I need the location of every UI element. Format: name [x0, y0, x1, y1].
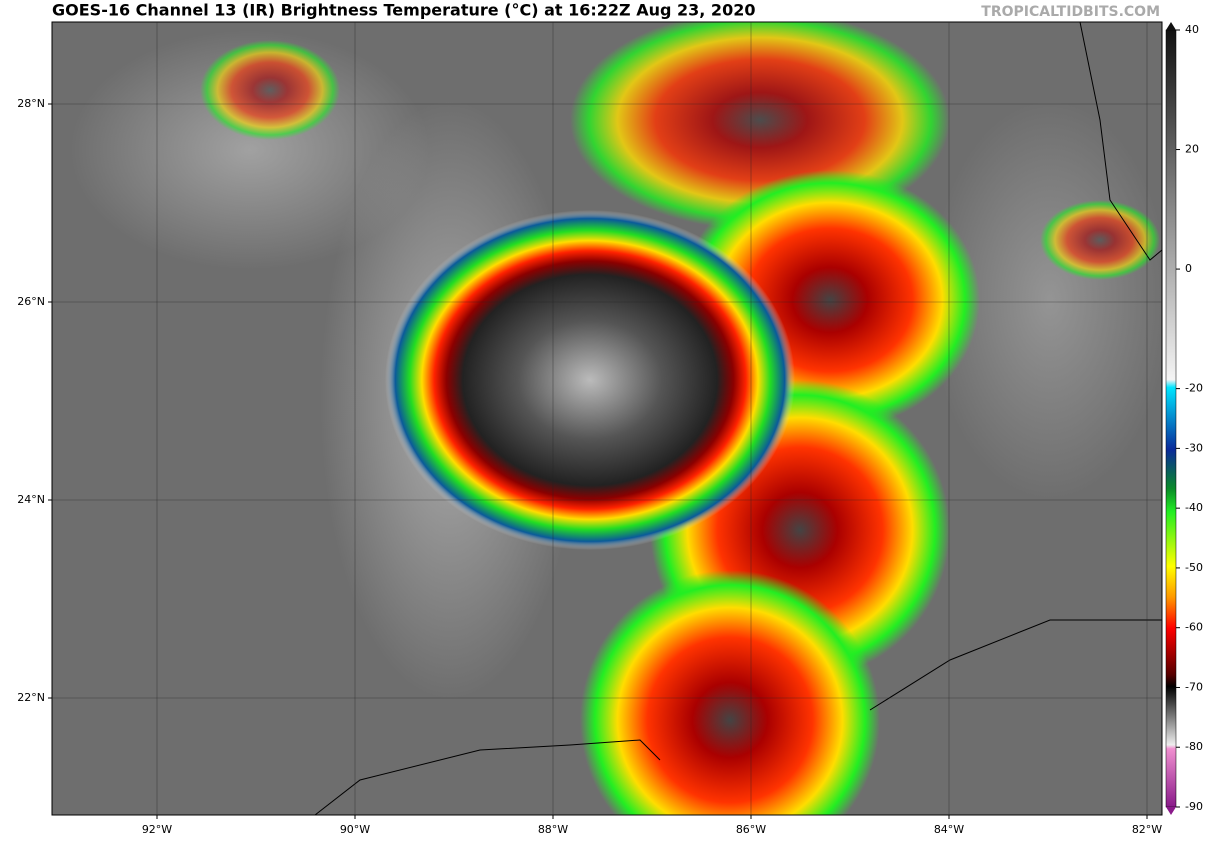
colorbar-tick-label: 20 — [1185, 143, 1199, 156]
colorbar-tick-label: 40 — [1185, 23, 1199, 36]
lon-label: 92°W — [142, 823, 172, 836]
lon-label: 84°W — [934, 823, 964, 836]
colorbar — [1165, 29, 1177, 808]
colorbar-tick-label: -50 — [1185, 561, 1203, 574]
lat-label: 26°N — [17, 295, 45, 308]
colorbar-tick-label: -90 — [1185, 800, 1203, 813]
satellite-image — [52, 22, 1162, 815]
map-frame — [51, 21, 1163, 816]
lat-label: 22°N — [17, 691, 45, 704]
lon-label: 88°W — [538, 823, 568, 836]
lon-label: 90°W — [340, 823, 370, 836]
lat-label: 28°N — [17, 97, 45, 110]
colorbar-extend-bottom — [1166, 807, 1176, 815]
title: GOES-16 Channel 13 (IR) Brightness Tempe… — [52, 1, 755, 20]
source: TROPICALTIDBITS.COM — [981, 4, 1160, 20]
colorbar-extend-top — [1166, 22, 1176, 30]
lon-label: 86°W — [736, 823, 766, 836]
colorbar-tick-label: -30 — [1185, 441, 1203, 454]
colorbar-tick-label: 0 — [1185, 262, 1192, 275]
colorbar-tick-label: -40 — [1185, 501, 1203, 514]
colorbar-tick-label: -20 — [1185, 382, 1203, 395]
colorbar-tick-label: -60 — [1185, 621, 1203, 634]
colorbar-tick-label: -80 — [1185, 740, 1203, 753]
colorbar-tick-label: -70 — [1185, 680, 1203, 693]
lon-label: 82°W — [1132, 823, 1162, 836]
lat-label: 24°N — [17, 493, 45, 506]
